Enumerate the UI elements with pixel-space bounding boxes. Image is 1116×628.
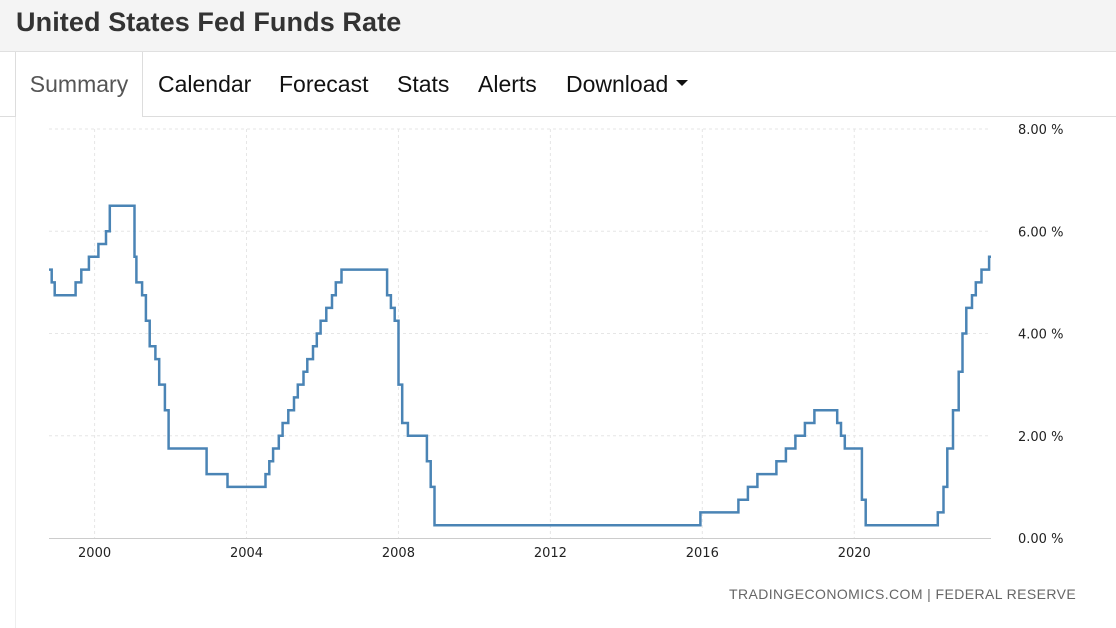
y-tick-label: 6.00 % — [1018, 225, 1063, 240]
x-tick-label: 2016 — [686, 546, 719, 561]
tab-download-label: Download — [566, 71, 669, 97]
page-title: United States Fed Funds Rate — [16, 7, 402, 37]
x-tick-label: 2012 — [534, 546, 567, 561]
y-tick-label: 4.00 % — [1018, 328, 1063, 343]
chart-panel: 0.00 % 2.00 % 4.00 % 6.00 % 8.00 % 2000 2004 20… — [15, 117, 1116, 628]
tab-bar: Summary Calendar Forecast Stats Alerts D… — [0, 52, 1116, 117]
tab-summary[interactable]: Summary — [15, 52, 143, 117]
tab-alerts[interactable]: Alerts — [478, 71, 537, 97]
tab-stats[interactable]: Stats — [397, 71, 450, 97]
x-tick-label: 2000 — [78, 546, 111, 561]
chevron-down-icon — [676, 79, 689, 86]
tab-forecast[interactable]: Forecast — [279, 71, 369, 97]
fed-funds-rate-chart: 0.00 % 2.00 % 4.00 % 6.00 % 8.00 % 2000 2004 20… — [49, 123, 1063, 561]
tab-download[interactable]: Download — [566, 52, 689, 116]
x-tick-label: 2008 — [382, 546, 415, 561]
source-credit: TRADINGECONOMICS.COM | FEDERAL RESERVE — [729, 586, 1077, 602]
y-tick-label: 2.00 % — [1018, 430, 1063, 445]
y-tick-label: 8.00 % — [1018, 123, 1063, 138]
tab-calendar[interactable]: Calendar — [158, 71, 252, 97]
x-tick-label: 2004 — [230, 546, 263, 561]
fed-funds-rate-line — [49, 204, 991, 527]
page-header: United States Fed Funds Rate — [0, 0, 1116, 52]
x-tick-label: 2020 — [838, 546, 871, 561]
y-tick-label: 0.00 % — [1018, 532, 1063, 547]
